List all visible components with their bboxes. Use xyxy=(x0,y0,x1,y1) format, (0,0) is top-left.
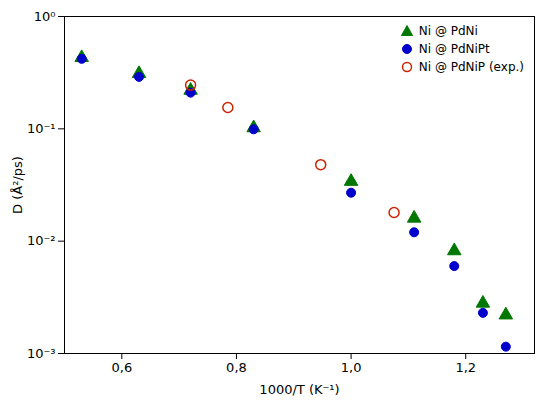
svg-text:1,2: 1,2 xyxy=(455,360,476,375)
svg-text:10⁻¹: 10⁻¹ xyxy=(27,121,56,136)
svg-text:0,8: 0,8 xyxy=(226,360,247,375)
svg-text:10⁰: 10⁰ xyxy=(34,9,56,24)
svg-text:10⁻³: 10⁻³ xyxy=(27,346,56,361)
svg-text:1,0: 1,0 xyxy=(341,360,362,375)
svg-text:1000/T (K⁻¹): 1000/T (K⁻¹) xyxy=(259,382,339,397)
svg-text:D (Å²/ps): D (Å²/ps) xyxy=(10,156,25,214)
html-text:Ni @ PdNiP (exp.): Ni @ PdNiP (exp.) xyxy=(418,60,524,74)
svg-text:10⁻²: 10⁻² xyxy=(27,233,56,248)
svg-text:0,6: 0,6 xyxy=(111,360,132,375)
html-text:Ni @ PdNi: Ni @ PdNi xyxy=(418,24,478,38)
html-text:Ni @ PdNiPt: Ni @ PdNiPt xyxy=(418,42,490,56)
